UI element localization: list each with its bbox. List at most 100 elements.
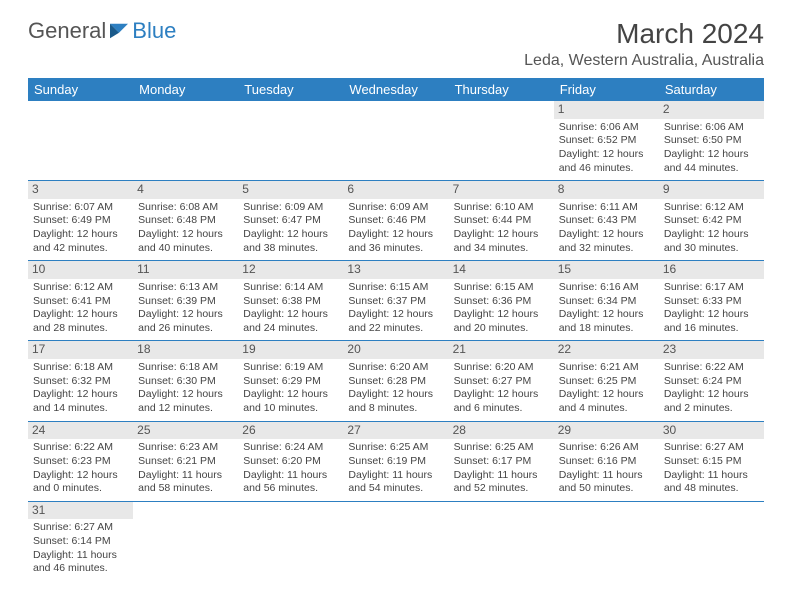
cell-sunrise: Sunrise: 6:25 AM [454, 441, 549, 455]
cell-sunrise: Sunrise: 6:21 AM [559, 361, 654, 375]
day-number: 29 [554, 422, 659, 440]
day-number: 24 [28, 422, 133, 440]
calendar-cell: 17Sunrise: 6:18 AMSunset: 6:32 PMDayligh… [28, 341, 133, 421]
calendar-cell: 16Sunrise: 6:17 AMSunset: 6:33 PMDayligh… [659, 261, 764, 341]
cell-sunrise: Sunrise: 6:27 AM [33, 521, 128, 535]
calendar-cell: 13Sunrise: 6:15 AMSunset: 6:37 PMDayligh… [343, 261, 448, 341]
calendar-cell: 27Sunrise: 6:25 AMSunset: 6:19 PMDayligh… [343, 421, 448, 501]
calendar-cell: 11Sunrise: 6:13 AMSunset: 6:39 PMDayligh… [133, 261, 238, 341]
cell-sunset: Sunset: 6:39 PM [138, 295, 233, 309]
cell-daylight2: and 18 minutes. [559, 322, 654, 336]
logo-text-general: General [28, 18, 106, 44]
day-number: 12 [238, 261, 343, 279]
calendar-cell: 29Sunrise: 6:26 AMSunset: 6:16 PMDayligh… [554, 421, 659, 501]
cell-daylight1: Daylight: 12 hours [33, 308, 128, 322]
calendar-cell: 24Sunrise: 6:22 AMSunset: 6:23 PMDayligh… [28, 421, 133, 501]
cell-sunrise: Sunrise: 6:19 AM [243, 361, 338, 375]
cell-sunrise: Sunrise: 6:13 AM [138, 281, 233, 295]
cell-sunset: Sunset: 6:42 PM [664, 214, 759, 228]
calendar-cell [28, 101, 133, 181]
day-number: 17 [28, 341, 133, 359]
calendar-cell: 26Sunrise: 6:24 AMSunset: 6:20 PMDayligh… [238, 421, 343, 501]
cell-sunset: Sunset: 6:21 PM [138, 455, 233, 469]
cell-daylight2: and 20 minutes. [454, 322, 549, 336]
cell-sunset: Sunset: 6:49 PM [33, 214, 128, 228]
cell-daylight1: Daylight: 12 hours [348, 308, 443, 322]
calendar-table: SundayMondayTuesdayWednesdayThursdayFrid… [28, 78, 764, 581]
cell-daylight1: Daylight: 12 hours [33, 228, 128, 242]
cell-sunrise: Sunrise: 6:08 AM [138, 201, 233, 215]
cell-sunrise: Sunrise: 6:24 AM [243, 441, 338, 455]
cell-daylight2: and 24 minutes. [243, 322, 338, 336]
day-number: 4 [133, 181, 238, 199]
logo-text-blue: Blue [132, 18, 176, 44]
cell-daylight1: Daylight: 12 hours [664, 148, 759, 162]
day-number: 15 [554, 261, 659, 279]
cell-sunset: Sunset: 6:15 PM [664, 455, 759, 469]
calendar-cell: 8Sunrise: 6:11 AMSunset: 6:43 PMDaylight… [554, 181, 659, 261]
day-header-thursday: Thursday [449, 78, 554, 101]
cell-daylight1: Daylight: 11 hours [348, 469, 443, 483]
cell-daylight2: and 54 minutes. [348, 482, 443, 496]
calendar-cell: 1Sunrise: 6:06 AMSunset: 6:52 PMDaylight… [554, 101, 659, 181]
day-number: 14 [449, 261, 554, 279]
cell-sunset: Sunset: 6:46 PM [348, 214, 443, 228]
day-number: 21 [449, 341, 554, 359]
calendar-cell: 31Sunrise: 6:27 AMSunset: 6:14 PMDayligh… [28, 501, 133, 581]
calendar-cell: 19Sunrise: 6:19 AMSunset: 6:29 PMDayligh… [238, 341, 343, 421]
calendar-cell: 9Sunrise: 6:12 AMSunset: 6:42 PMDaylight… [659, 181, 764, 261]
cell-sunset: Sunset: 6:24 PM [664, 375, 759, 389]
cell-daylight2: and 40 minutes. [138, 242, 233, 256]
cell-daylight2: and 6 minutes. [454, 402, 549, 416]
calendar-cell [238, 101, 343, 181]
cell-daylight2: and 0 minutes. [33, 482, 128, 496]
day-header-sunday: Sunday [28, 78, 133, 101]
calendar-header-row: SundayMondayTuesdayWednesdayThursdayFrid… [28, 78, 764, 101]
calendar-week-row: 31Sunrise: 6:27 AMSunset: 6:14 PMDayligh… [28, 501, 764, 581]
cell-daylight2: and 16 minutes. [664, 322, 759, 336]
cell-sunrise: Sunrise: 6:18 AM [33, 361, 128, 375]
cell-daylight2: and 56 minutes. [243, 482, 338, 496]
calendar-cell: 4Sunrise: 6:08 AMSunset: 6:48 PMDaylight… [133, 181, 238, 261]
cell-daylight2: and 28 minutes. [33, 322, 128, 336]
cell-daylight2: and 48 minutes. [664, 482, 759, 496]
cell-daylight2: and 4 minutes. [559, 402, 654, 416]
cell-sunset: Sunset: 6:28 PM [348, 375, 443, 389]
cell-sunrise: Sunrise: 6:20 AM [348, 361, 443, 375]
day-number: 9 [659, 181, 764, 199]
day-header-monday: Monday [133, 78, 238, 101]
calendar-cell: 22Sunrise: 6:21 AMSunset: 6:25 PMDayligh… [554, 341, 659, 421]
calendar-cell: 5Sunrise: 6:09 AMSunset: 6:47 PMDaylight… [238, 181, 343, 261]
calendar-cell: 21Sunrise: 6:20 AMSunset: 6:27 PMDayligh… [449, 341, 554, 421]
day-number: 8 [554, 181, 659, 199]
calendar-cell [133, 101, 238, 181]
cell-daylight1: Daylight: 12 hours [559, 228, 654, 242]
cell-daylight1: Daylight: 11 hours [454, 469, 549, 483]
day-number: 27 [343, 422, 448, 440]
cell-daylight2: and 26 minutes. [138, 322, 233, 336]
cell-sunset: Sunset: 6:34 PM [559, 295, 654, 309]
cell-sunrise: Sunrise: 6:22 AM [33, 441, 128, 455]
calendar-cell: 23Sunrise: 6:22 AMSunset: 6:24 PMDayligh… [659, 341, 764, 421]
cell-sunset: Sunset: 6:44 PM [454, 214, 549, 228]
cell-sunrise: Sunrise: 6:10 AM [454, 201, 549, 215]
cell-daylight1: Daylight: 12 hours [559, 308, 654, 322]
cell-sunset: Sunset: 6:19 PM [348, 455, 443, 469]
cell-sunrise: Sunrise: 6:11 AM [559, 201, 654, 215]
cell-sunrise: Sunrise: 6:15 AM [348, 281, 443, 295]
cell-daylight2: and 52 minutes. [454, 482, 549, 496]
cell-daylight2: and 22 minutes. [348, 322, 443, 336]
cell-sunset: Sunset: 6:20 PM [243, 455, 338, 469]
header: General Blue March 2024 Leda, Western Au… [28, 18, 764, 70]
cell-daylight1: Daylight: 11 hours [138, 469, 233, 483]
cell-sunrise: Sunrise: 6:17 AM [664, 281, 759, 295]
cell-sunset: Sunset: 6:30 PM [138, 375, 233, 389]
day-header-wednesday: Wednesday [343, 78, 448, 101]
calendar-cell: 30Sunrise: 6:27 AMSunset: 6:15 PMDayligh… [659, 421, 764, 501]
cell-daylight1: Daylight: 12 hours [243, 388, 338, 402]
cell-daylight1: Daylight: 12 hours [664, 228, 759, 242]
cell-daylight2: and 8 minutes. [348, 402, 443, 416]
cell-daylight1: Daylight: 12 hours [664, 388, 759, 402]
cell-sunset: Sunset: 6:33 PM [664, 295, 759, 309]
cell-sunset: Sunset: 6:37 PM [348, 295, 443, 309]
